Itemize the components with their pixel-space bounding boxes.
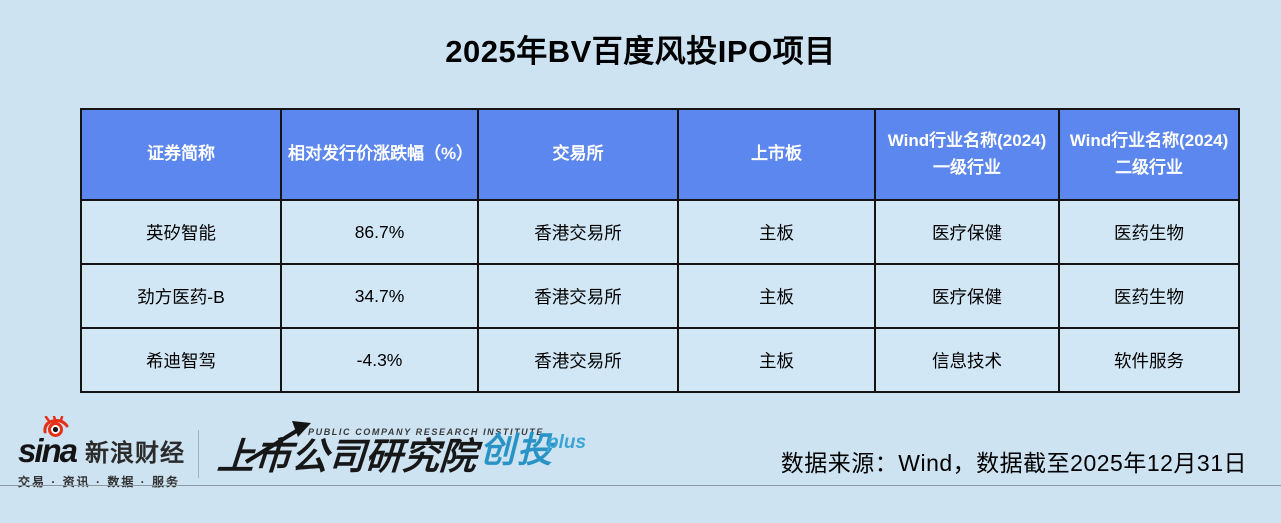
- table-row: 英矽智能 86.7% 香港交易所 主板 医疗保健 医药生物: [80, 199, 1240, 265]
- column-header-price-change: 相对发行价涨跌幅（%）: [280, 108, 479, 201]
- sina-tagline: 交易 · 资讯 · 数据 · 服务: [18, 475, 180, 489]
- column-header-board: 上市板: [677, 108, 876, 201]
- table-cell: 信息技术: [874, 327, 1060, 393]
- table-cell: 香港交易所: [477, 263, 679, 329]
- sina-eye-icon: [43, 416, 69, 437]
- table-cell: 医药生物: [1058, 199, 1240, 265]
- table-cell: 86.7%: [280, 199, 479, 265]
- footer-divider-line: [0, 485, 1281, 486]
- table-cell: 香港交易所: [477, 327, 679, 393]
- table-cell: 主板: [677, 263, 876, 329]
- footer-vertical-divider: [198, 430, 199, 478]
- table-cell: 香港交易所: [477, 199, 679, 265]
- table-cell: 34.7%: [280, 263, 479, 329]
- column-header-wind-industry-l2: Wind行业名称(2024) 二级行业: [1058, 108, 1240, 201]
- column-header-wind-industry-l1: Wind行业名称(2024) 一级行业: [874, 108, 1060, 201]
- table-header-row: 证券简称 相对发行价涨跌幅（%） 交易所 上市板 Wind行业名称(2024) …: [80, 108, 1240, 201]
- table-cell: 劲方医药-B: [80, 263, 282, 329]
- page-title: 2025年BV百度风投IPO项目: [445, 34, 836, 69]
- data-source-note: 数据来源：Wind，数据截至2025年12月31日: [780, 450, 1247, 476]
- chuangtou-plus-suffix: plus: [547, 432, 587, 453]
- column-header-security-name: 证券简称: [80, 108, 282, 201]
- table-cell: 希迪智驾: [80, 327, 282, 393]
- table-cell: 软件服务: [1058, 327, 1240, 393]
- table-cell: 医疗保健: [874, 263, 1060, 329]
- table-cell: 主板: [677, 199, 876, 265]
- table-cell: 医药生物: [1058, 263, 1240, 329]
- table-row: 劲方医药-B 34.7% 香港交易所 主板 医疗保健 医药生物: [80, 263, 1240, 329]
- table-cell: 医疗保健: [874, 199, 1060, 265]
- table-row: 希迪智驾 -4.3% 香港交易所 主板 信息技术 软件服务: [80, 327, 1240, 393]
- sina-wordmark: sina: [18, 416, 78, 469]
- table-cell: -4.3%: [280, 327, 479, 393]
- table-cell: 主板: [677, 327, 876, 393]
- chuangtou-plus-cn: 创投: [480, 431, 555, 470]
- ipo-projects-table: 证券简称 相对发行价涨跌幅（%） 交易所 上市板 Wind行业名称(2024) …: [80, 108, 1240, 393]
- chuangtou-plus-logo: 创投plus: [480, 431, 593, 470]
- sina-wordmark-text: sina: [18, 432, 78, 469]
- sina-brand-text: 新浪财经: [85, 439, 186, 467]
- table-cell: 英矽智能: [80, 199, 282, 265]
- column-header-exchange: 交易所: [477, 108, 679, 201]
- institute-caption-en: PUBLIC COMPANY RESEARCH INSTITUTE: [308, 427, 544, 437]
- sina-finance-logo: sina 新浪财经 交易 · 资讯 · 数据 · 服务: [18, 416, 190, 490]
